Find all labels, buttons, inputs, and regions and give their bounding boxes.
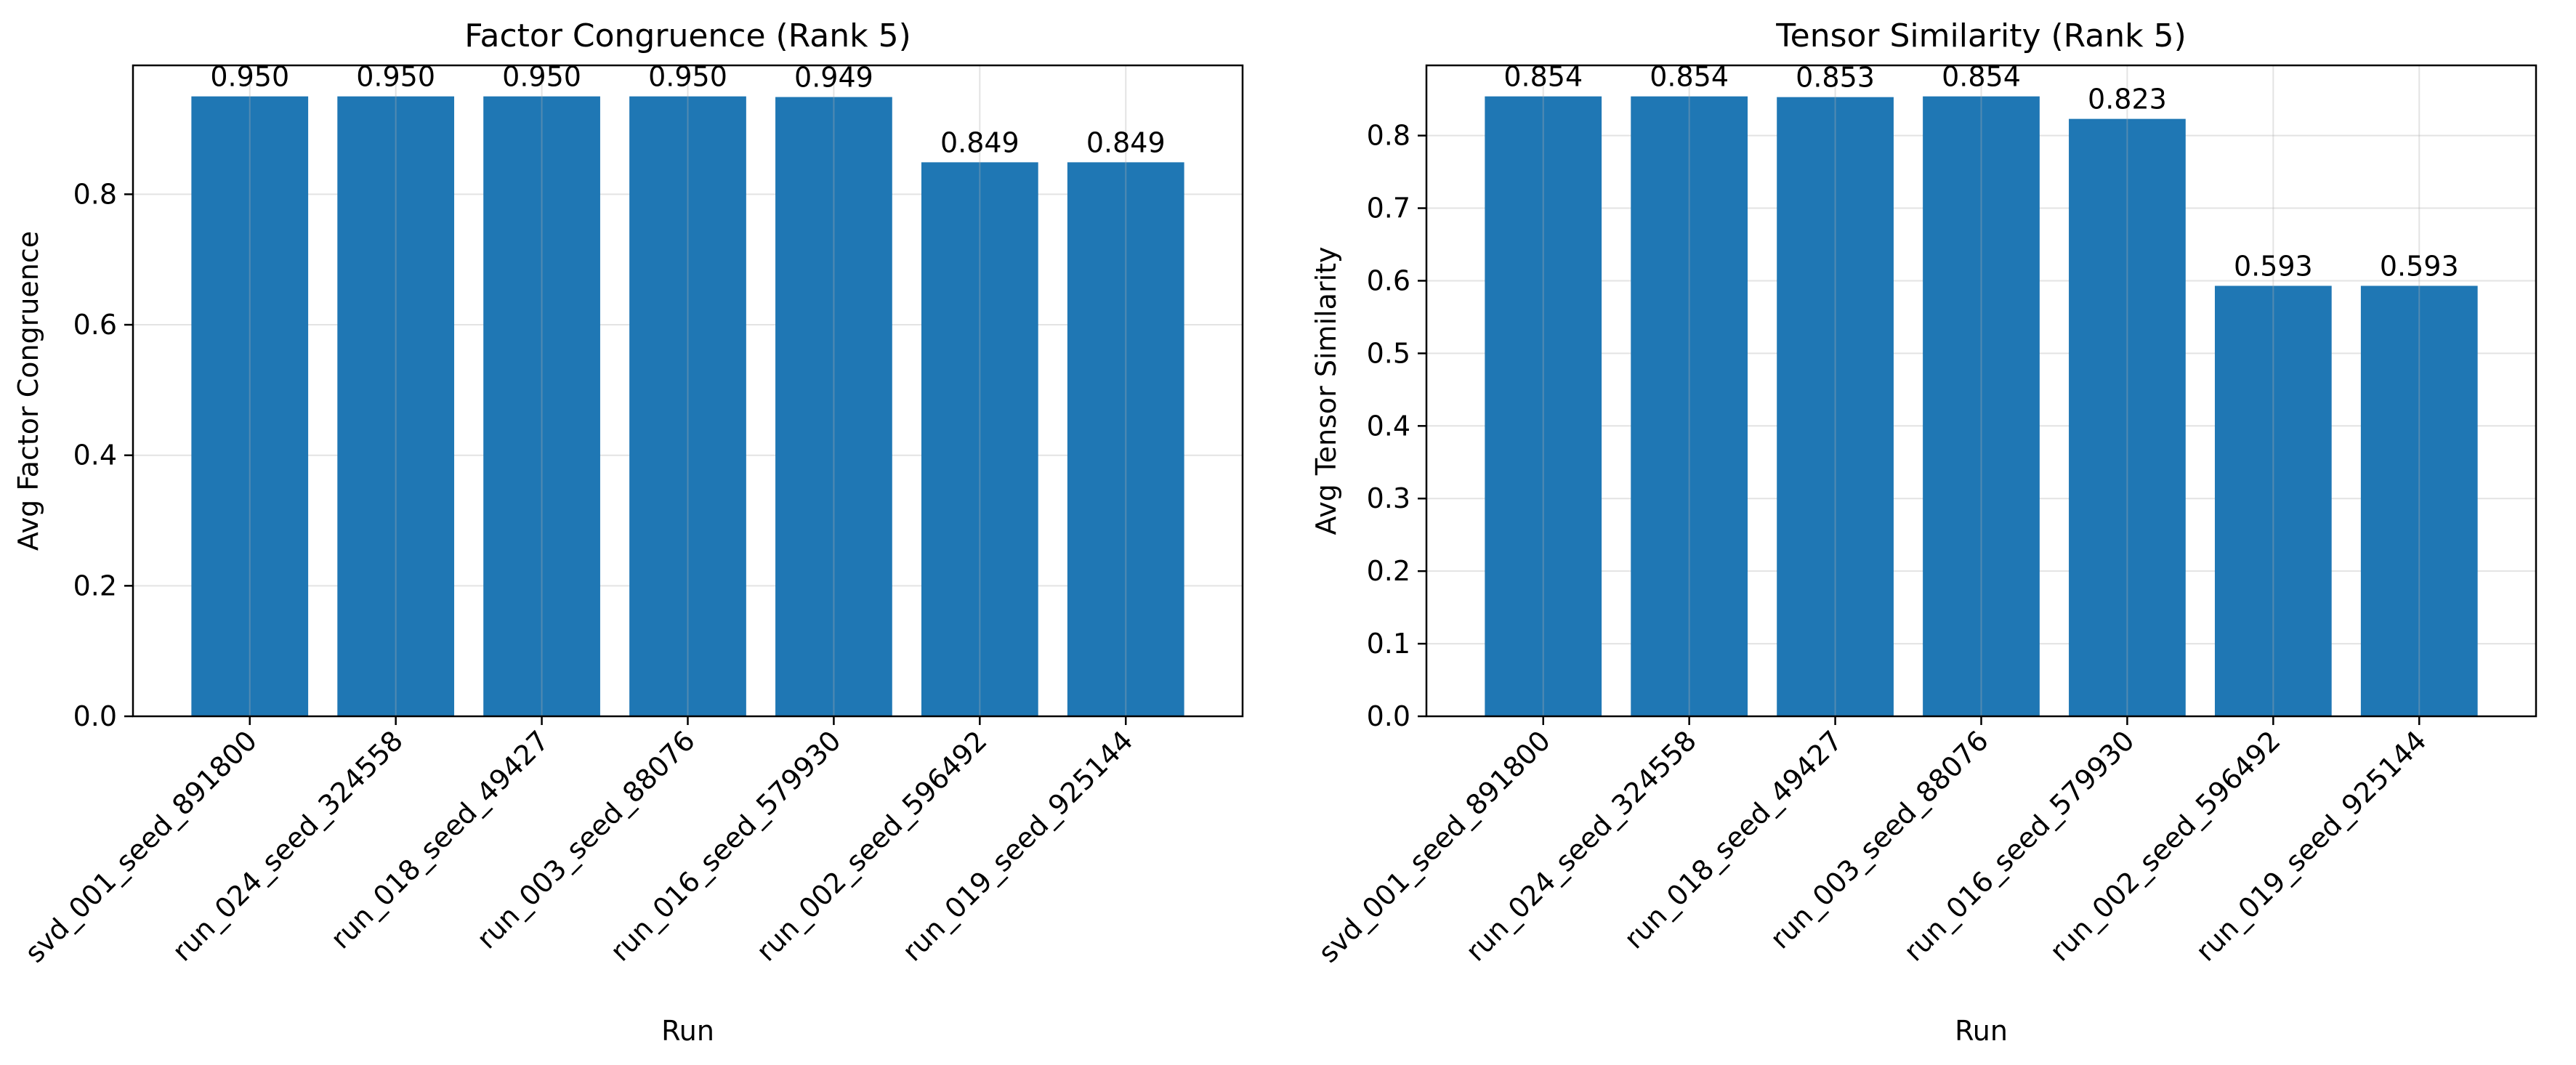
y-tick-label: 0.8 <box>1367 120 1410 152</box>
x-tick-label: svd_001_seed_891800 <box>1312 724 1556 968</box>
chart-title: Tensor Similarity (Rank 5) <box>1775 17 2187 54</box>
bar <box>1067 162 1184 717</box>
y-tick-label: 0.0 <box>1367 700 1410 732</box>
x-axis-label: Run <box>1955 1015 2008 1047</box>
y-tick-label: 0.1 <box>1367 628 1410 660</box>
y-tick-label: 0.7 <box>1367 193 1410 224</box>
y-tick-label: 0.5 <box>1367 337 1410 369</box>
bar <box>191 96 309 716</box>
x-tick-label: run_016_seed_579930 <box>604 724 847 968</box>
y-tick-label: 0.8 <box>73 178 117 210</box>
y-tick-label: 0.2 <box>1367 555 1410 587</box>
bar <box>337 96 455 716</box>
data-label: 0.853 <box>1796 62 1875 94</box>
x-tick-label: run_019_seed_925144 <box>896 724 1139 968</box>
bar <box>629 96 746 716</box>
bar <box>2360 286 2478 717</box>
bar <box>1777 97 1894 716</box>
data-label: 0.593 <box>2234 250 2313 282</box>
bar <box>2214 286 2332 717</box>
data-label: 0.849 <box>940 126 1020 158</box>
y-tick-label: 0.6 <box>73 309 117 341</box>
x-tick-label: run_024_seed_324558 <box>166 724 410 968</box>
bar <box>1923 96 2040 716</box>
bar <box>775 97 892 716</box>
bar <box>483 96 600 716</box>
data-label: 0.949 <box>794 62 873 94</box>
bar <box>2069 118 2186 717</box>
data-label: 0.849 <box>1086 126 1166 158</box>
y-tick-label: 0.4 <box>73 440 117 471</box>
y-tick-label: 0.0 <box>73 700 117 732</box>
x-tick-label: run_002_seed_596492 <box>2043 724 2287 968</box>
y-tick-label: 0.3 <box>1367 482 1410 514</box>
chart-title: Factor Congruence (Rank 5) <box>464 17 911 54</box>
bar <box>921 162 1038 717</box>
x-tick-label: run_016_seed_579930 <box>1897 724 2141 968</box>
y-tick-label: 0.2 <box>73 570 117 602</box>
y-tick-label: 0.6 <box>1367 264 1410 296</box>
x-tick-label: svd_001_seed_891800 <box>19 724 263 968</box>
bar <box>1485 96 1602 716</box>
x-axis-label: Run <box>661 1015 714 1047</box>
data-label: 0.593 <box>2380 250 2459 282</box>
data-label: 0.823 <box>2088 84 2167 116</box>
x-tick-label: run_024_seed_324558 <box>1460 724 1703 968</box>
x-tick-label: run_019_seed_925144 <box>2189 724 2433 968</box>
bar <box>1631 96 1748 716</box>
x-tick-label: run_002_seed_596492 <box>750 724 993 968</box>
y-axis-label: Avg Factor Congruence <box>12 231 44 551</box>
y-tick-label: 0.4 <box>1367 410 1410 442</box>
y-axis-label: Avg Tensor Similarity <box>1310 246 1342 535</box>
